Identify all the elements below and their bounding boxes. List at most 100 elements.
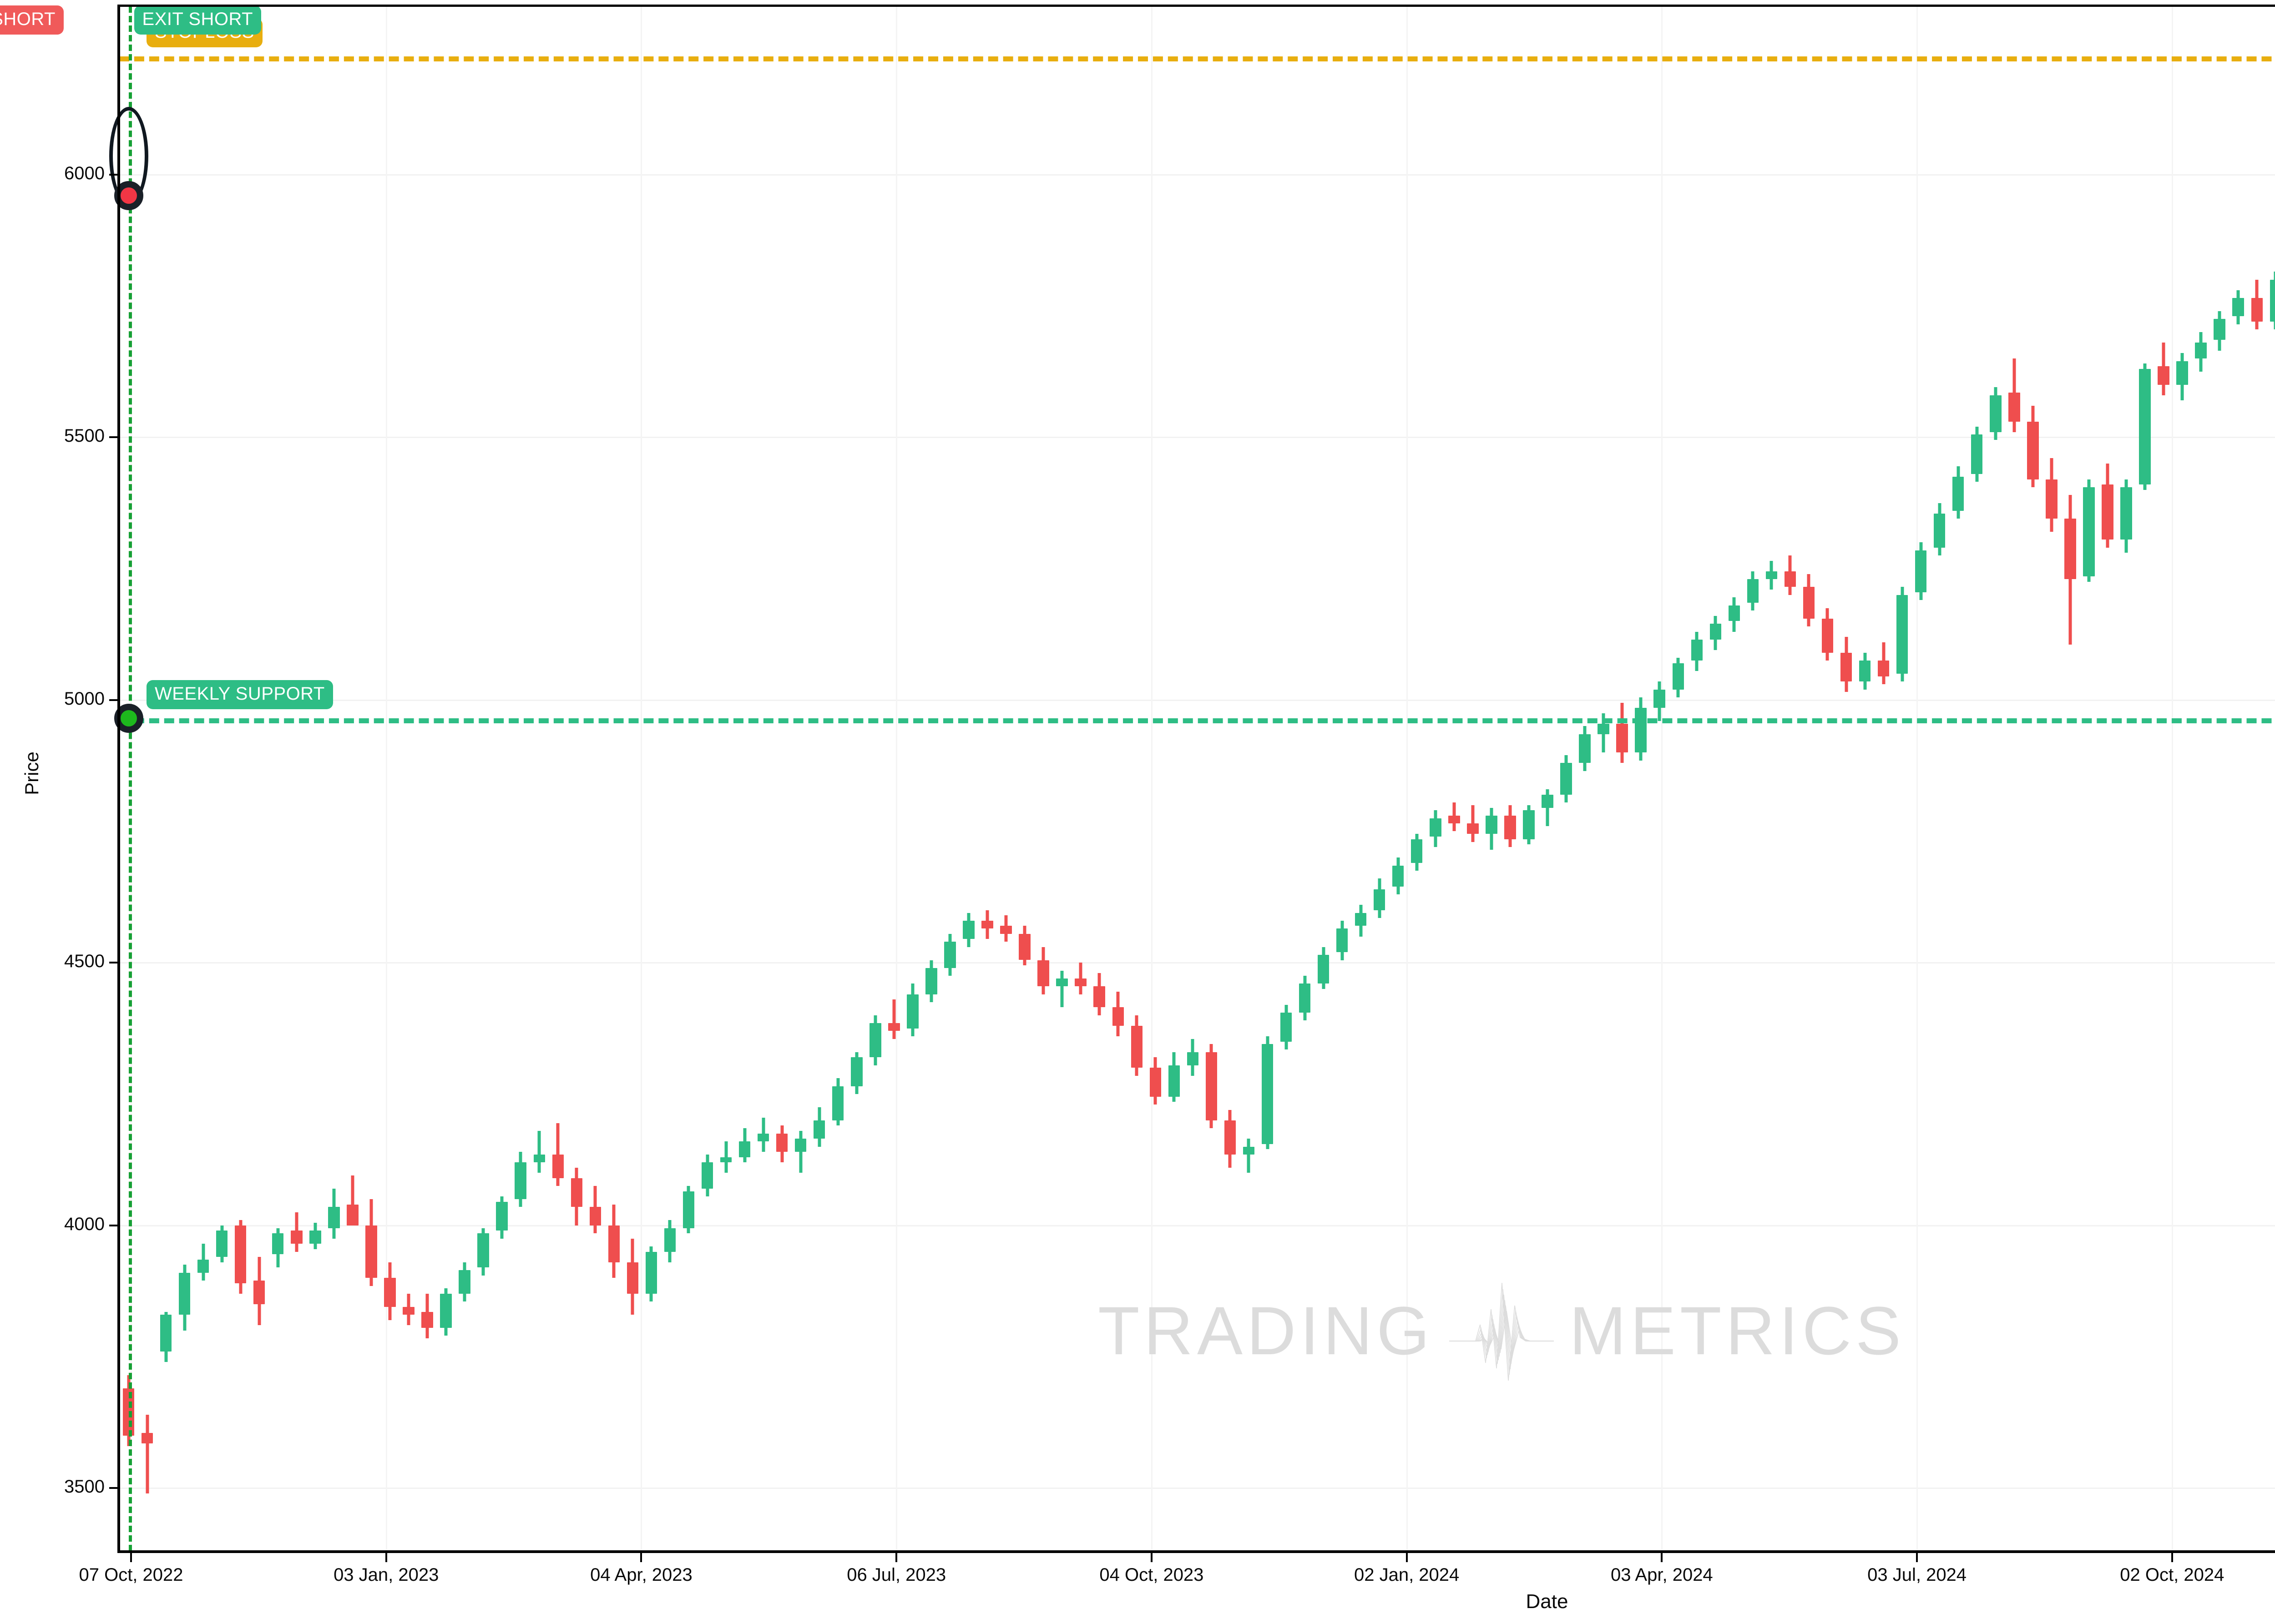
x-tick-label: 02 Jan, 2024 [1354,1565,1460,1585]
candle-body [907,994,919,1029]
candlestick [421,1294,433,1339]
candle-body [1821,618,1834,653]
candlestick [1486,807,1497,850]
candlestick [1672,658,1684,697]
candle-body [496,1201,508,1231]
candle-body [1859,661,1871,682]
candlestick [1504,805,1516,847]
candlestick [1542,789,1553,826]
gridline-horizontal [119,437,2275,439]
candlestick [851,1052,863,1094]
x-tick-mark [2171,1553,2173,1562]
candle-body [1392,865,1404,887]
candle-body [2027,421,2039,479]
candle-body [627,1262,639,1294]
x-tick-label: 04 Oct, 2023 [1099,1565,1204,1585]
candle-body [122,1388,135,1436]
candle-body [1037,960,1049,987]
candlestick [757,1118,769,1152]
candle-body [1411,839,1423,863]
candlestick [589,1186,602,1234]
candle-body [1784,571,1796,587]
candle-wick [1546,789,1549,826]
candle-body [571,1178,583,1207]
candle-body [1280,1013,1292,1042]
candle-body [2083,487,2095,577]
gridline-vertical [1151,6,1153,1551]
weekly-support-badge: WEEKLY SUPPORT [147,680,333,710]
candlestick [682,1186,695,1234]
candle-body [1915,550,1927,592]
candlestick [814,1107,825,1147]
y-tick-label: 6000 [64,163,105,183]
candlestick [440,1288,452,1336]
gridline-vertical [1916,6,1918,1551]
candle-body [701,1162,713,1189]
candlestick [1149,1057,1162,1105]
candlestick [122,1375,135,1446]
candlestick [1075,963,1087,994]
candlestick [1205,1044,1218,1129]
x-axis-line [117,1550,2275,1553]
candle-body [1243,1146,1255,1155]
candlestick [1448,802,1460,832]
candlestick [1579,726,1591,771]
candle-body [1523,810,1535,839]
candle-body [459,1270,470,1294]
y-tick-mark [109,436,117,439]
candlestick [403,1294,415,1326]
y-tick-mark [109,699,117,701]
candle-body [365,1225,377,1278]
candle-body [347,1204,359,1226]
candlestick [253,1257,265,1326]
candlestick [2195,332,2207,372]
candle-body [272,1233,284,1255]
candle-body [1355,913,1367,926]
candle-body [1877,661,1890,676]
candle-body [1168,1065,1180,1097]
candlestick [160,1312,172,1362]
gridline-horizontal [119,1225,2275,1226]
candle-body [589,1207,602,1226]
candlestick [1411,834,1423,871]
candle-body [552,1154,564,1178]
candlestick [1560,755,1572,802]
candle-body [1635,708,1647,753]
candlestick [2008,358,2020,432]
candle-body [1000,926,1012,934]
candlestick [720,1141,732,1173]
candlestick [608,1204,620,1278]
candle-body [2102,484,2113,540]
candlestick [701,1154,713,1197]
candle-body [2251,298,2263,322]
candlestick [944,933,956,976]
gridline-horizontal [119,174,2275,176]
candlestick [1896,587,1908,682]
candlestick [1859,652,1871,690]
candle-body [981,920,993,929]
candle-body [2064,519,2076,580]
candle-body [720,1157,732,1163]
candle-body [1765,571,1778,580]
candle-body [1093,986,1105,1008]
candle-body [1430,818,1441,837]
candlestick [515,1152,526,1207]
candle-body [2176,361,2188,385]
candlestick [1056,970,1068,1008]
candlestick [459,1262,470,1302]
y-tick-label: 4500 [64,951,105,972]
x-tick-mark [385,1553,387,1562]
candlestick [1317,947,1330,989]
candlestick [1037,947,1049,994]
y-tick-label: 3500 [64,1477,105,1497]
candlestick [925,960,937,1002]
candle-body [608,1225,620,1262]
plot-top-border [117,5,2275,7]
candle-body [291,1231,303,1244]
candle-wick [146,1414,149,1493]
candlestick [981,910,993,939]
candle-body [925,968,937,994]
candle-body [1933,513,1946,548]
candlestick [1691,631,1703,671]
candle-wick [799,1130,803,1173]
